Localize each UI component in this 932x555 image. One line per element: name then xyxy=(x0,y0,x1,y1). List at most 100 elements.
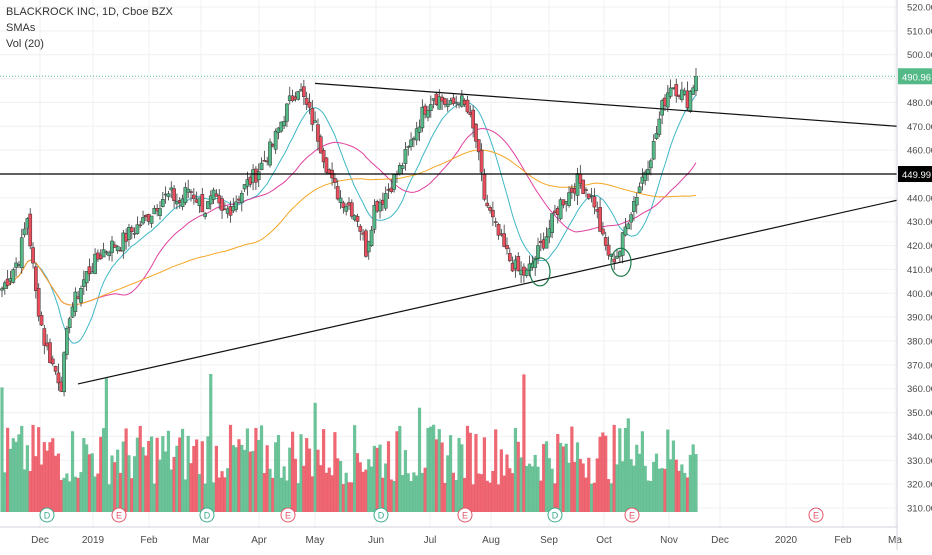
volume-bar xyxy=(646,480,650,512)
candle-body xyxy=(338,197,343,203)
volume-bar xyxy=(8,448,13,512)
volume-bar xyxy=(316,449,320,512)
y-tick-label: 500.00 xyxy=(907,50,932,61)
volume-bar xyxy=(68,481,72,512)
volume-bar xyxy=(336,458,340,512)
volume-bar xyxy=(344,472,348,512)
candle-body xyxy=(341,202,346,208)
volume-bar xyxy=(626,418,630,512)
candle-body xyxy=(302,86,306,97)
volume-indicator-label[interactable]: Vol (20) xyxy=(6,38,44,50)
candle-body xyxy=(620,232,625,256)
volume-bar xyxy=(446,455,450,512)
volume-bar xyxy=(166,430,171,512)
volume-bar xyxy=(434,439,439,512)
candle-body xyxy=(67,318,72,328)
volume-bar xyxy=(282,466,286,512)
x-tick-label: Dec xyxy=(31,535,49,546)
candle-body xyxy=(406,146,411,148)
volume-bar xyxy=(482,437,487,512)
y-tick-label: 460.00 xyxy=(907,146,932,157)
y-tick-label: 360.00 xyxy=(907,384,932,395)
candle-body xyxy=(660,100,664,116)
volume-bar xyxy=(350,482,354,512)
trendlines xyxy=(0,75,898,385)
candle-body xyxy=(694,75,698,92)
volume-bar xyxy=(217,477,221,512)
volume-bar xyxy=(575,442,580,512)
candle-body xyxy=(268,141,272,166)
x-tick-label: Dec xyxy=(711,535,729,546)
candle-body xyxy=(34,266,38,291)
volume-bar xyxy=(652,461,656,512)
volume-bar xyxy=(451,472,455,512)
candle-body xyxy=(5,278,10,286)
volume-bar xyxy=(93,476,97,512)
y-tick-label: 390.00 xyxy=(907,313,932,324)
volume-bar xyxy=(28,470,32,512)
candle-body xyxy=(214,193,219,197)
candle-body xyxy=(378,202,382,212)
candle-body xyxy=(333,178,337,183)
candle-body xyxy=(11,269,16,283)
candle-body xyxy=(592,196,597,208)
volume-bar xyxy=(353,425,357,512)
volume-bar xyxy=(361,471,365,512)
volume-bar xyxy=(341,484,345,512)
candle-body xyxy=(234,201,239,210)
volume-bar xyxy=(643,465,647,512)
volume-bar xyxy=(654,453,659,512)
candle-body xyxy=(637,186,642,193)
volume-bar xyxy=(87,454,92,512)
volume-bar xyxy=(31,424,35,512)
volume-bar xyxy=(96,473,100,512)
volume-bar xyxy=(51,438,55,512)
y-tick-label: 510.00 xyxy=(907,26,932,37)
volume-bar xyxy=(477,473,481,512)
volume-bar xyxy=(479,474,484,512)
volume-bar xyxy=(615,464,619,512)
volume-bar xyxy=(401,475,405,512)
volume-bar xyxy=(248,451,252,512)
candle-body xyxy=(601,228,605,235)
candle-body xyxy=(479,149,484,173)
volume-bar xyxy=(635,444,639,512)
candle-body xyxy=(355,216,360,222)
volume-bar xyxy=(214,445,219,512)
descending-trendline xyxy=(314,82,898,127)
candle-body xyxy=(691,87,696,95)
y-tick-label: 480.00 xyxy=(907,98,932,109)
volume-bar xyxy=(494,429,498,512)
x-tick-label: 2019 xyxy=(82,535,105,546)
volume-bar xyxy=(519,457,523,512)
volume-bar xyxy=(457,437,461,512)
volume-bar xyxy=(558,442,563,512)
volume-bar xyxy=(319,465,323,512)
volume-bar xyxy=(657,468,661,512)
event-marker xyxy=(199,507,215,523)
volume-bar xyxy=(164,451,168,512)
candle-body xyxy=(87,266,92,275)
event-marker-label: E xyxy=(116,511,122,521)
volume-bar xyxy=(429,426,433,512)
volume-bar xyxy=(254,428,258,512)
volume-bar xyxy=(573,461,577,512)
candle-body xyxy=(65,328,69,355)
sma-indicator-label[interactable]: SMAs xyxy=(6,22,36,34)
volume-bar xyxy=(307,448,312,512)
candle-body xyxy=(149,215,154,224)
volume-bar xyxy=(25,445,29,512)
event-marker-label: D xyxy=(552,511,559,521)
level-label: 449.99 xyxy=(902,170,931,181)
symbol-title[interactable]: BLACKROCK INC, 1D, Cboe BZX xyxy=(6,6,173,18)
volume-bar xyxy=(669,459,673,512)
candle-body xyxy=(584,189,588,191)
candle-body xyxy=(22,228,27,236)
candle-body xyxy=(50,358,55,365)
volume-bar xyxy=(155,437,159,512)
x-tick-label: Ma xyxy=(888,535,902,546)
candle-body xyxy=(62,352,66,393)
y-tick-label: 520.00 xyxy=(907,3,932,14)
